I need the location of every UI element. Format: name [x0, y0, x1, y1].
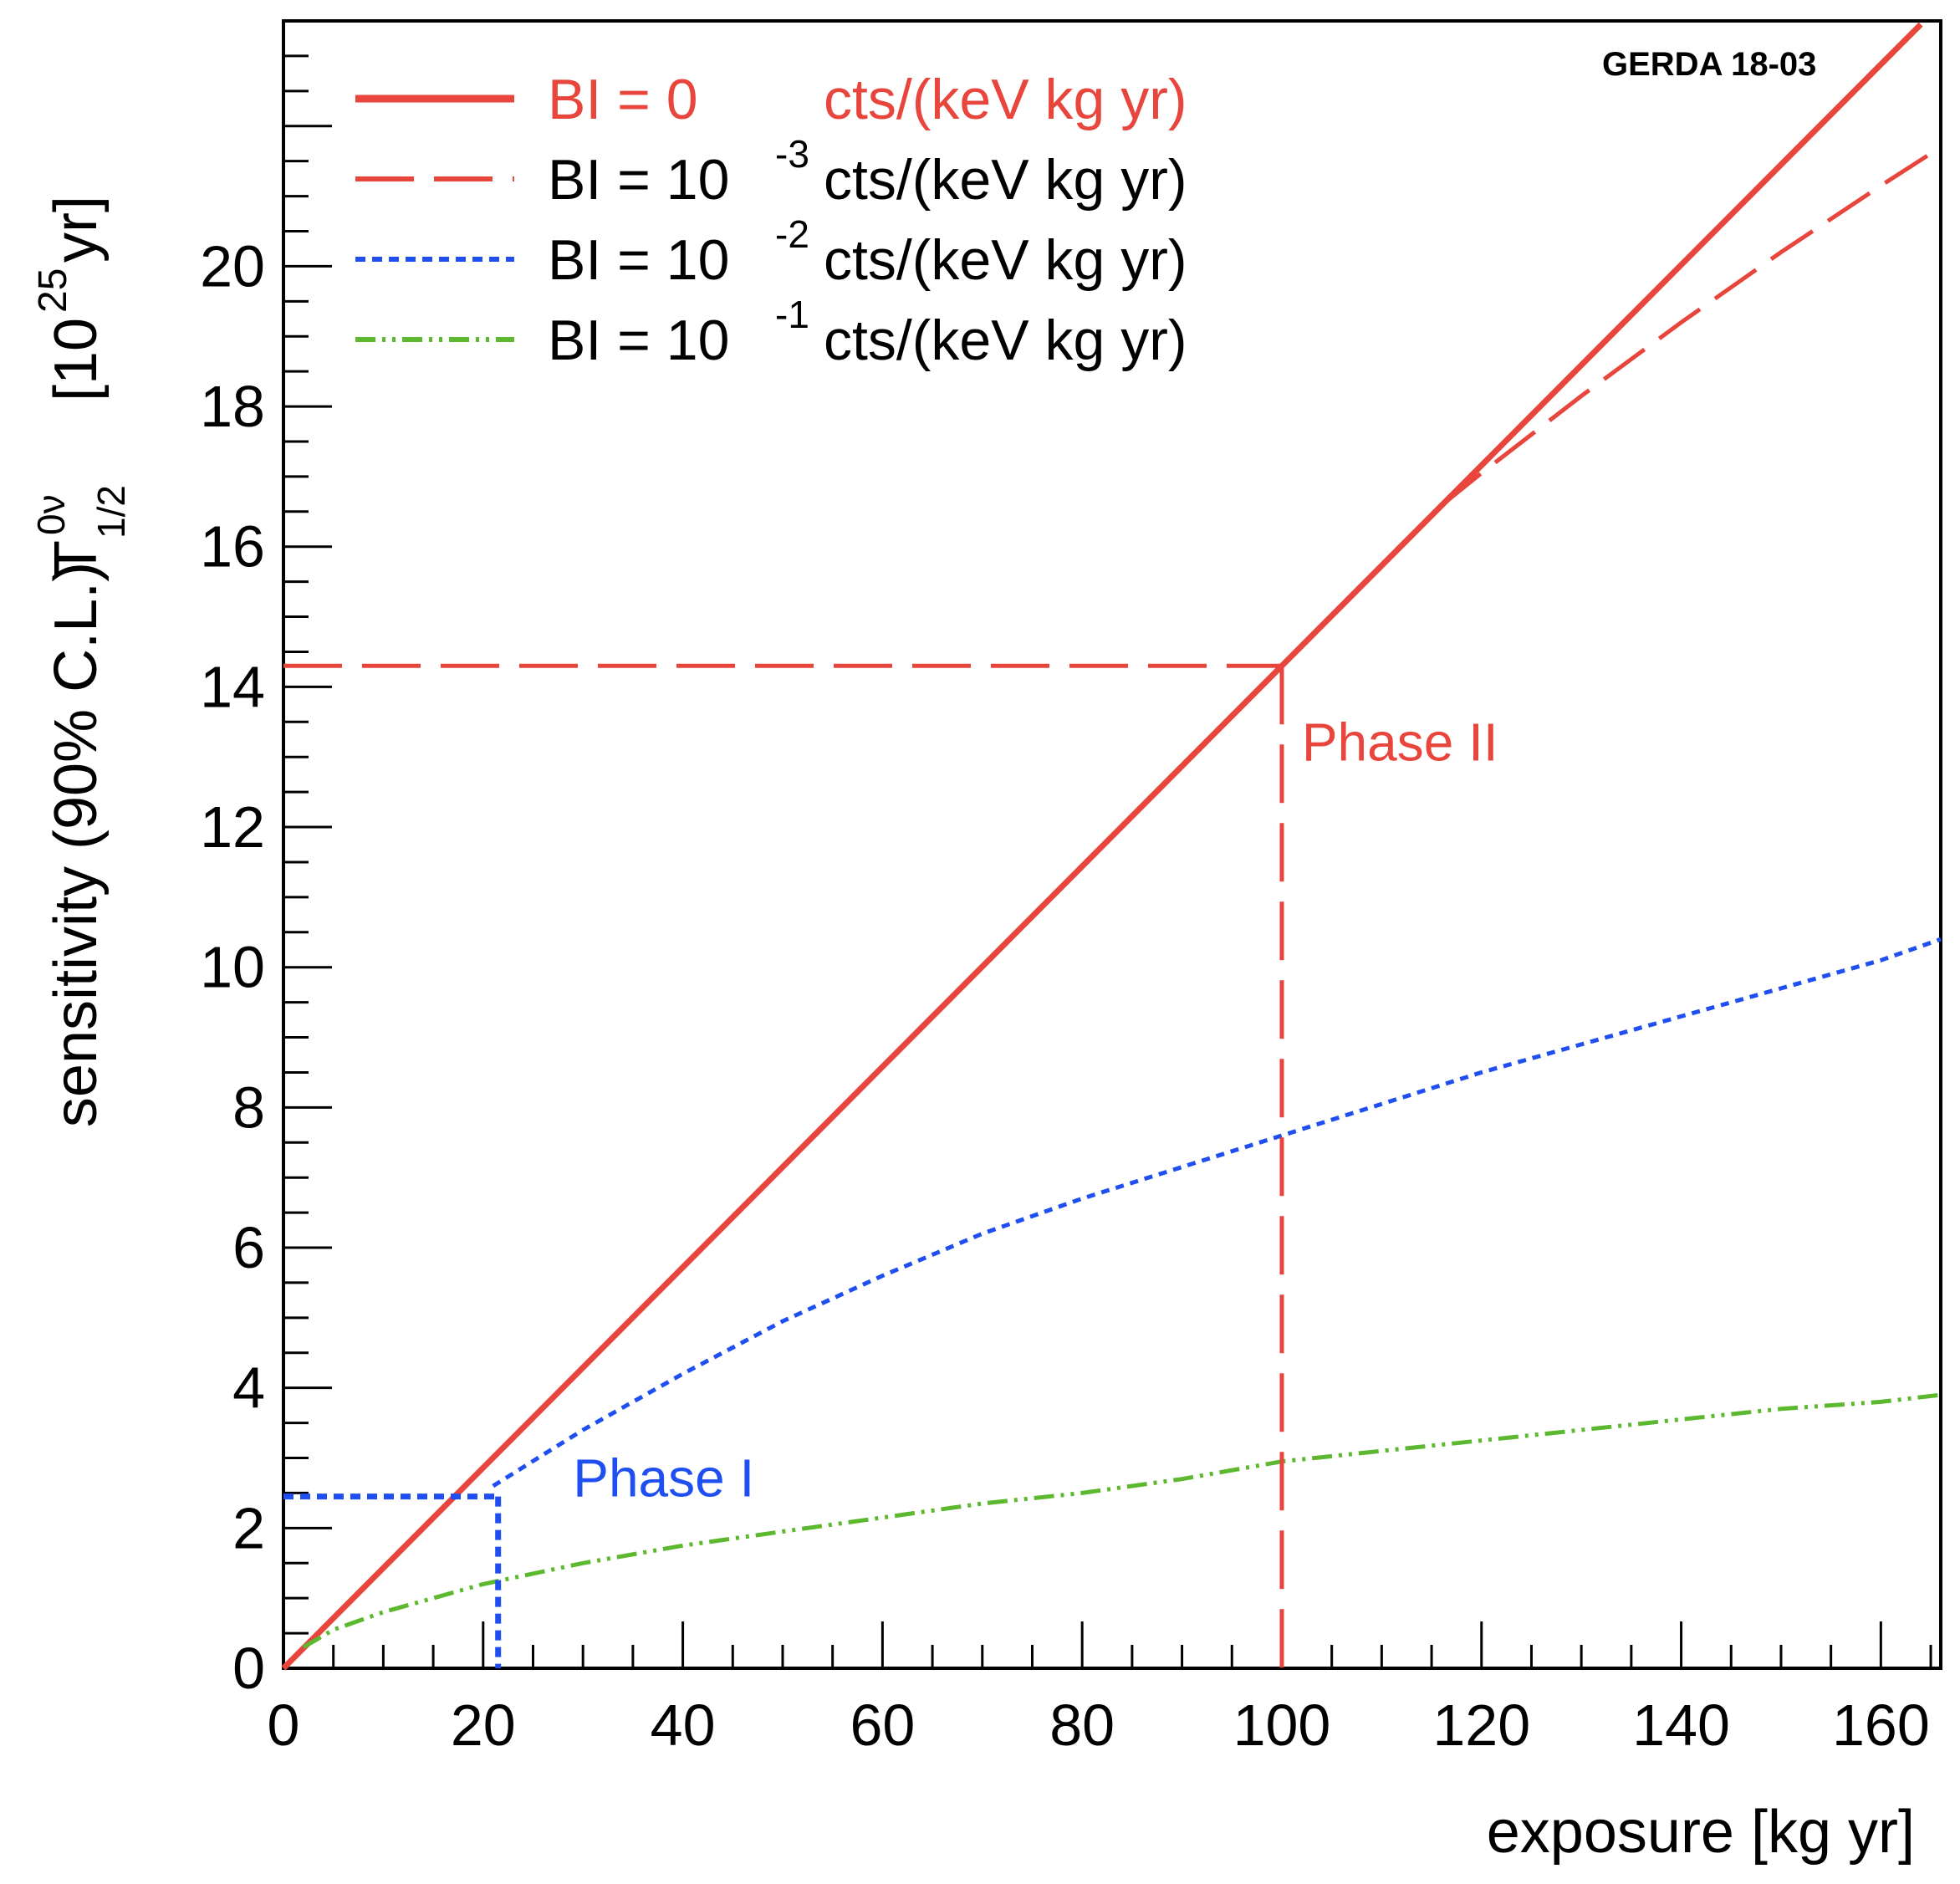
legend: BI = 0 cts/(keV kg yr) BI = 10 -3 cts/(keV k… — [355, 68, 1187, 372]
legend-label-exp-2: -3 — [775, 132, 809, 176]
legend-label-prefix-4: BI = 10 — [548, 309, 729, 372]
y-axis-unit-end: yr] — [43, 196, 110, 263]
y-axis-symbol: T 0ν 1/2 — [29, 485, 133, 577]
legend-label-unit-4: cts/(keV kg yr) — [824, 309, 1187, 372]
annotation-label-1: Phase I — [573, 1448, 754, 1509]
x-tick-label: 0 — [268, 1693, 300, 1758]
y-tick-label: 20 — [200, 233, 265, 299]
y-axis-title-main: sensitivity (90% C.L.) — [43, 562, 110, 1127]
y-tick-label: 12 — [200, 794, 265, 860]
x-tick-label: 140 — [1632, 1693, 1730, 1758]
x-tick-label: 40 — [651, 1693, 716, 1758]
x-axis-tick-labels: 0 20 40 60 80 100 120 140 160 — [268, 1693, 1930, 1758]
y-axis-unit: [10 25 yr] — [31, 196, 110, 401]
y-tick-label: 18 — [200, 374, 265, 439]
x-axis-title: exposure [kg yr] — [1487, 1799, 1915, 1866]
y-axis-tick-labels: 0 2 4 6 8 10 12 14 16 18 20 — [200, 233, 265, 1701]
y-axis-symbol-sup: 0ν — [29, 494, 73, 535]
series-layer — [281, 22, 1942, 1671]
y-tick-label: 4 — [232, 1356, 265, 1421]
y-axis-symbol-sub: 1/2 — [89, 485, 133, 539]
legend-label-unit-2: cts/(keV kg yr) — [824, 148, 1187, 212]
series-line-2 — [1440, 145, 1942, 508]
y-axis-unit-base: [10 — [43, 318, 110, 401]
y-axis-title: sensitivity (90% C.L.) — [43, 562, 110, 1127]
series-line-1 — [281, 22, 1923, 1671]
y-tick-label: 10 — [200, 935, 265, 1000]
x-axis-ticks — [282, 1621, 1932, 1668]
y-tick-label: 6 — [232, 1215, 265, 1280]
x-tick-label: 160 — [1832, 1693, 1930, 1758]
x-tick-label: 100 — [1233, 1693, 1331, 1758]
legend-label-unit-1: cts/(keV kg yr) — [824, 68, 1187, 131]
x-tick-label: 20 — [451, 1693, 516, 1758]
experiment-tag: GERDA 18-03 — [1602, 46, 1816, 83]
x-tick-label: 120 — [1432, 1693, 1530, 1758]
x-tick-label: 80 — [1049, 1693, 1115, 1758]
y-axis-ticks — [283, 19, 332, 1670]
legend-label-prefix-2: BI = 10 — [548, 148, 729, 212]
y-tick-label: 14 — [200, 654, 265, 719]
x-tick-label: 60 — [850, 1693, 915, 1758]
legend-label-prefix-1: BI = 0 — [548, 68, 698, 131]
y-tick-label: 8 — [232, 1075, 265, 1140]
legend-label-unit-3: cts/(keV kg yr) — [824, 228, 1187, 292]
y-tick-label: 16 — [200, 514, 265, 579]
y-axis-symbol-t: T — [43, 540, 110, 577]
legend-label-exp-3: -2 — [775, 212, 809, 256]
legend-label-exp-4: -1 — [775, 293, 809, 336]
y-axis-unit-exp: 25 — [31, 268, 75, 313]
series-line-4 — [302, 1392, 1942, 1650]
series-line-3 — [492, 937, 1942, 1488]
legend-label-prefix-3: BI = 10 — [548, 228, 729, 292]
annotation-label-2: Phase II — [1302, 712, 1498, 772]
annotation-layer: Phase I Phase II — [283, 663, 1498, 1668]
plot-frame — [282, 19, 1942, 1670]
y-tick-label: 2 — [232, 1495, 265, 1560]
y-tick-label: 0 — [232, 1636, 265, 1701]
